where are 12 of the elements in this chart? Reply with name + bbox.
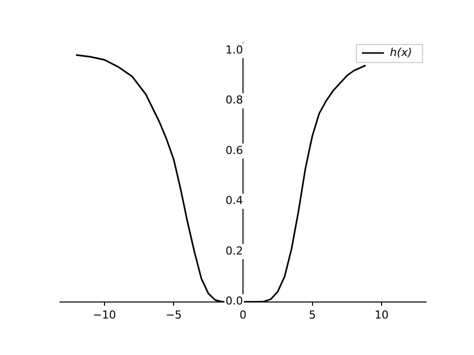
y-tick-label: 0.4	[226, 194, 243, 208]
x-tick-label: 5	[308, 308, 316, 322]
y-tick-label: 0.6	[226, 144, 243, 157]
y-tick-label: 1.0	[226, 43, 243, 56]
x-tick-label: −5	[166, 308, 182, 322]
x-tick-label: −10	[92, 308, 116, 322]
y-tick-label: 0.0	[226, 294, 243, 308]
x-tick-label: 10	[374, 308, 389, 322]
legend-label: h(x)	[390, 46, 412, 59]
y-tick-label: 0.8	[226, 94, 243, 107]
x-tick-label: 0	[240, 308, 246, 322]
y-tick-label: 0.2	[226, 244, 243, 258]
